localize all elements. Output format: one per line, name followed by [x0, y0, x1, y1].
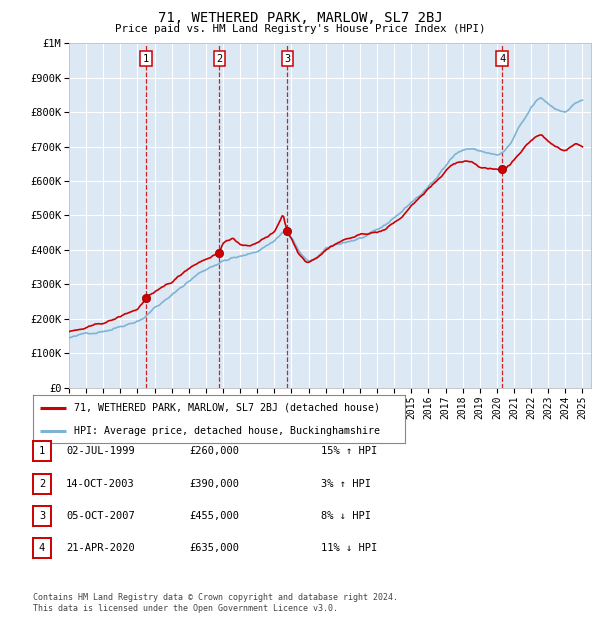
Text: 71, WETHERED PARK, MARLOW, SL7 2BJ: 71, WETHERED PARK, MARLOW, SL7 2BJ	[158, 11, 442, 25]
Text: 1: 1	[143, 54, 149, 64]
Text: 21-APR-2020: 21-APR-2020	[66, 543, 135, 553]
Text: Contains HM Land Registry data © Crown copyright and database right 2024.
This d: Contains HM Land Registry data © Crown c…	[33, 593, 398, 613]
Text: Price paid vs. HM Land Registry's House Price Index (HPI): Price paid vs. HM Land Registry's House …	[115, 24, 485, 33]
Text: £635,000: £635,000	[189, 543, 239, 553]
Text: £455,000: £455,000	[189, 511, 239, 521]
Text: 02-JUL-1999: 02-JUL-1999	[66, 446, 135, 456]
Text: £260,000: £260,000	[189, 446, 239, 456]
Text: 3: 3	[39, 511, 45, 521]
Text: 3: 3	[284, 54, 290, 64]
Text: 15% ↑ HPI: 15% ↑ HPI	[321, 446, 377, 456]
Text: 4: 4	[39, 543, 45, 553]
Text: 14-OCT-2003: 14-OCT-2003	[66, 479, 135, 489]
Text: 05-OCT-2007: 05-OCT-2007	[66, 511, 135, 521]
Text: 2: 2	[217, 54, 223, 64]
Text: 2: 2	[39, 479, 45, 489]
Text: 71, WETHERED PARK, MARLOW, SL7 2BJ (detached house): 71, WETHERED PARK, MARLOW, SL7 2BJ (deta…	[74, 403, 380, 413]
Text: 3% ↑ HPI: 3% ↑ HPI	[321, 479, 371, 489]
Text: £390,000: £390,000	[189, 479, 239, 489]
Text: 4: 4	[499, 54, 505, 64]
Text: 1: 1	[39, 446, 45, 456]
Text: HPI: Average price, detached house, Buckinghamshire: HPI: Average price, detached house, Buck…	[74, 426, 380, 436]
Text: 11% ↓ HPI: 11% ↓ HPI	[321, 543, 377, 553]
Text: 8% ↓ HPI: 8% ↓ HPI	[321, 511, 371, 521]
